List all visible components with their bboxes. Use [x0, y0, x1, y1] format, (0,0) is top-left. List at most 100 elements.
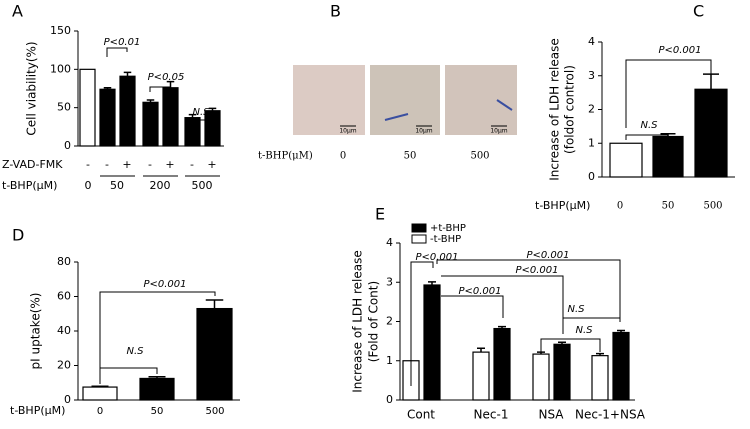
- x-axis-label: t-BHP(μM): [535, 199, 590, 212]
- annotation: P<0.001: [458, 286, 501, 297]
- bar: [162, 87, 179, 147]
- bracket: [410, 261, 434, 386]
- bracket: [436, 259, 621, 322]
- y-tick-label: 40: [57, 324, 71, 337]
- annotation: N.S: [640, 120, 658, 131]
- y-tick-label: 3: [386, 275, 393, 288]
- panel-label: D: [12, 226, 24, 245]
- row-value: 200: [150, 179, 171, 192]
- panel-label: A: [12, 2, 23, 21]
- error-bar: [146, 99, 155, 103]
- error-bar: [123, 71, 132, 77]
- annotation: N.S: [192, 107, 210, 118]
- annotation: N.S: [126, 346, 144, 357]
- arrow: [496, 99, 513, 111]
- error-bar: [428, 281, 436, 285]
- micrograph: [445, 65, 517, 135]
- bar: [139, 377, 175, 401]
- bar: [609, 142, 643, 178]
- y-tick-label: 2: [588, 103, 595, 116]
- micrograph: [293, 65, 365, 135]
- bracket: [441, 275, 564, 334]
- annotation: P<0.001: [526, 250, 569, 261]
- bar: [79, 68, 96, 147]
- bracket: [540, 338, 601, 352]
- y-tick-label: 0: [386, 393, 393, 406]
- y-axis-label: (Fold of Cont): [367, 281, 381, 362]
- bar: [82, 386, 118, 401]
- bar: [472, 351, 490, 401]
- row-value: 50: [110, 179, 124, 192]
- y-tick-label: 60: [57, 290, 71, 303]
- y-tick-label: 80: [57, 255, 71, 268]
- bracket: [625, 134, 669, 146]
- y-tick-label: 4: [588, 35, 595, 48]
- panel-label: E: [375, 205, 385, 224]
- row-label: t-BHP(μM): [2, 179, 57, 192]
- x-tick-label: Nec-1+NSA: [575, 408, 646, 422]
- panel-label: B: [330, 2, 341, 21]
- y-tick-label: 3: [588, 69, 595, 82]
- bar: [694, 88, 728, 178]
- x-tick-label: 0: [340, 151, 346, 162]
- error-bar: [498, 325, 506, 329]
- x-tick-label: 500: [703, 201, 722, 212]
- annotation: P<0.001: [415, 252, 458, 263]
- x-tick-label: 500: [470, 151, 489, 162]
- y-axis-label: Cell viability(%): [25, 41, 39, 135]
- y-axis-label: Increase of LDH release: [548, 38, 562, 181]
- y-tick-label: 2: [386, 315, 393, 328]
- annotation: P<0.001: [515, 265, 558, 276]
- row-value: -: [86, 158, 90, 171]
- row-value: -: [148, 158, 152, 171]
- y-axis-label: Increase of LDH release: [351, 250, 365, 393]
- error-bar: [558, 341, 566, 345]
- row-value: +: [122, 158, 131, 171]
- x-tick-label: 0: [617, 201, 623, 212]
- legend-swatch: [411, 234, 427, 244]
- legend-swatch: [411, 223, 427, 233]
- y-tick-label: 0: [64, 393, 71, 406]
- x-tick-label: 50: [151, 406, 164, 417]
- x-tick-label: 0: [97, 406, 103, 417]
- bracket: [441, 295, 504, 318]
- annotation: P<0.01: [104, 37, 141, 48]
- bracket: [562, 317, 621, 334]
- error-bar: [205, 299, 224, 309]
- bracket: [99, 367, 158, 381]
- panel-label: C: [693, 2, 704, 21]
- row-value: +: [165, 158, 174, 171]
- annotation: P<0.05: [148, 72, 185, 83]
- arrow: [384, 113, 409, 121]
- bar: [612, 331, 630, 401]
- legend-label: +t-BHP: [430, 223, 466, 234]
- x-tick-label: 500: [205, 406, 224, 417]
- legend-label: -t-BHP: [430, 234, 461, 245]
- error-bar: [148, 375, 166, 379]
- error-bar: [91, 385, 109, 388]
- bar: [196, 307, 233, 401]
- bracket: [99, 291, 216, 384]
- row-value: -: [105, 158, 109, 171]
- y-tick-label: 4: [386, 236, 393, 249]
- bracket: [191, 119, 213, 128]
- row-value: 0: [85, 179, 92, 192]
- x-tick-label: Cont: [407, 408, 435, 422]
- bracket: [106, 47, 128, 57]
- error-bar: [188, 113, 197, 118]
- annotation: N.S: [567, 304, 585, 315]
- scale-label: 10μm: [339, 128, 356, 135]
- error-bar: [617, 329, 625, 333]
- y-tick-label: 50: [57, 101, 71, 114]
- error-bar: [208, 107, 217, 111]
- x-tick-label: NSA: [538, 408, 564, 422]
- y-tick-label: 100: [50, 62, 71, 75]
- error-bar: [477, 347, 485, 353]
- y-tick-label: 1: [588, 136, 595, 149]
- annotation: P<0.001: [658, 45, 701, 56]
- x-tick-label: 50: [404, 151, 417, 162]
- bar: [423, 284, 441, 401]
- y-tick-label: 0: [64, 139, 71, 152]
- y-tick-label: 1: [386, 354, 393, 367]
- y-tick-label: 150: [50, 24, 71, 37]
